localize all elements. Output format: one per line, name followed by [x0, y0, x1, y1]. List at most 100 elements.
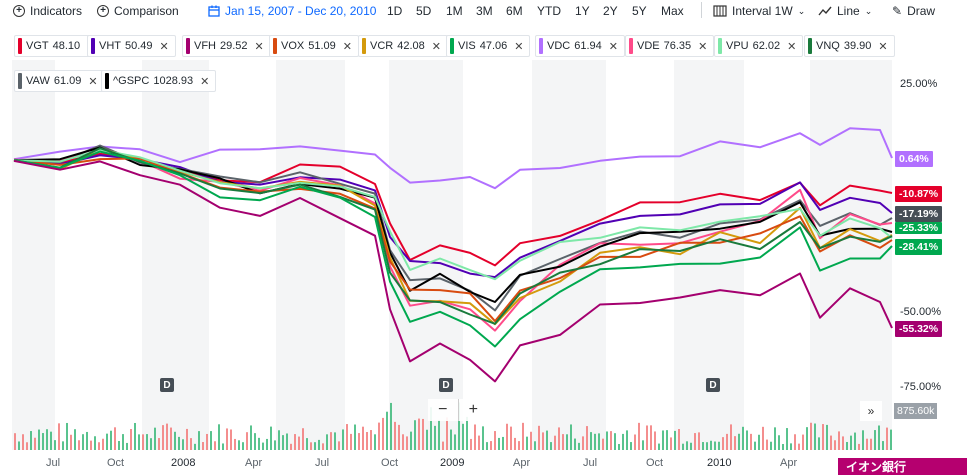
volume-bar — [302, 428, 304, 450]
zoom-in-button[interactable]: + — [457, 399, 489, 421]
close-icon[interactable]: ✕ — [608, 40, 618, 53]
period-1m[interactable]: 1M — [446, 4, 463, 18]
close-icon[interactable]: ✕ — [431, 40, 441, 53]
indicators-button[interactable]: + Indicators — [13, 4, 82, 18]
volume-bar — [226, 428, 228, 450]
close-icon[interactable]: ✕ — [787, 40, 797, 53]
pencil-icon: ✎ — [892, 4, 903, 18]
close-icon[interactable]: ✕ — [342, 40, 352, 53]
date-range-button[interactable]: Jan 15, 2007 - Dec 20, 2010 — [208, 4, 376, 18]
tag-vaw[interactable]: VAW 61.09 ✕ — [14, 70, 105, 92]
volume-bar — [274, 440, 276, 450]
column-band — [810, 60, 892, 450]
volume-bar — [362, 426, 364, 450]
close-icon[interactable]: ✕ — [514, 40, 524, 53]
scroll-right-button[interactable]: » — [860, 401, 882, 421]
volume-bar — [614, 433, 616, 450]
volume-bar — [722, 437, 724, 450]
volume-bar — [634, 434, 636, 450]
volume-bar — [494, 431, 496, 450]
dividend-marker[interactable]: D — [160, 378, 174, 392]
volume-bar — [486, 442, 488, 450]
tag-symbol: VFH — [194, 40, 216, 52]
x-axis-label: Apr — [780, 457, 798, 469]
volume-bar — [842, 436, 844, 450]
volume-bar — [70, 434, 72, 450]
draw-button[interactable]: ✎ Draw — [892, 4, 935, 18]
ad-banner[interactable]: イオン銀行 — [838, 458, 967, 475]
volume-bar — [850, 435, 852, 450]
volume-bar — [786, 428, 788, 450]
value-badge: -28.41% — [895, 239, 943, 255]
volume-bar — [162, 425, 164, 450]
tag-gspc[interactable]: ^GSPC 1028.93 ✕ — [101, 70, 217, 92]
volume-bar — [814, 423, 816, 450]
volume-bar — [62, 441, 64, 450]
volume-bar — [686, 441, 688, 450]
close-icon[interactable]: ✕ — [254, 40, 264, 53]
volume-bar — [374, 434, 376, 450]
chart-type-dropdown[interactable]: Line ⌄ — [818, 4, 872, 18]
tag-vis[interactable]: VIS 47.06 ✕ — [446, 35, 531, 57]
series-color-swatch — [105, 73, 109, 89]
period-1d[interactable]: 1D — [387, 4, 403, 18]
series-line — [13, 150, 893, 332]
volume-bar — [406, 436, 408, 450]
close-icon[interactable]: ✕ — [878, 40, 888, 53]
volume-bar — [782, 443, 784, 450]
close-icon[interactable]: ✕ — [698, 40, 708, 53]
tag-vgt[interactable]: VGT 48.10 ✕ — [14, 35, 104, 57]
period-6m[interactable]: 6M — [506, 4, 523, 18]
tag-vnq[interactable]: VNQ 39.90 ✕ — [804, 35, 895, 57]
close-icon[interactable]: ✕ — [159, 40, 169, 53]
tag-vox[interactable]: VOX 51.09 ✕ — [269, 35, 359, 57]
period-ytd[interactable]: YTD — [537, 4, 561, 18]
period-5d[interactable]: 5D — [416, 4, 432, 18]
series-color-swatch — [273, 38, 277, 54]
chart-toolbar: + Indicators + Comparison Jan 15, 2007 -… — [0, 0, 967, 22]
dividend-marker[interactable]: D — [439, 378, 453, 392]
period-max[interactable]: Max — [661, 4, 684, 18]
tag-vfh[interactable]: VFH 29.52 ✕ — [182, 35, 271, 57]
zoom-out-button[interactable]: − — [438, 401, 448, 418]
volume-bar — [586, 426, 588, 450]
volume-bar — [278, 430, 280, 450]
volume-bar — [142, 434, 144, 450]
volume-bar — [630, 442, 632, 450]
volume-bar — [490, 441, 492, 450]
tag-vht[interactable]: VHT 50.49 ✕ — [87, 35, 176, 57]
volume-bar — [734, 436, 736, 450]
period-2y[interactable]: 2Y — [603, 4, 618, 18]
volume-bar — [866, 438, 868, 450]
tag-vdc[interactable]: VDC 61.94 ✕ — [535, 35, 625, 57]
volume-bar — [482, 426, 484, 450]
comparison-button[interactable]: + Comparison — [97, 4, 179, 18]
value-badge: -10.87% — [895, 186, 943, 202]
volume-bar — [514, 437, 516, 450]
tag-vde[interactable]: VDE 76.35 ✕ — [625, 35, 715, 57]
tag-value: 1028.93 — [153, 75, 194, 87]
period-1y[interactable]: 1Y — [575, 4, 590, 18]
interval-dropdown[interactable]: Interval 1W ⌄ — [713, 4, 805, 18]
volume-bar — [690, 442, 692, 450]
period-5y[interactable]: 5Y — [632, 4, 647, 18]
volume-bar — [322, 443, 324, 450]
tag-vcr[interactable]: VCR 42.08 ✕ — [358, 35, 448, 57]
x-axis-label: Oct — [646, 457, 664, 469]
volume-bar — [266, 438, 268, 450]
close-icon[interactable]: ✕ — [200, 75, 210, 88]
close-icon[interactable]: ✕ — [88, 75, 98, 88]
volume-bar — [702, 442, 704, 450]
volume-bar — [382, 417, 384, 450]
volume-bar — [78, 440, 80, 450]
volume-bar — [590, 432, 592, 450]
volume-bar — [146, 434, 148, 450]
volume-bar — [698, 432, 700, 450]
volume-bar — [286, 433, 288, 450]
dividend-marker[interactable]: D — [706, 378, 720, 392]
period-3m[interactable]: 3M — [476, 4, 493, 18]
tag-symbol: VOX — [281, 40, 305, 52]
tag-vpu[interactable]: VPU 62.02 ✕ — [714, 35, 804, 57]
volume-bar — [802, 434, 804, 450]
